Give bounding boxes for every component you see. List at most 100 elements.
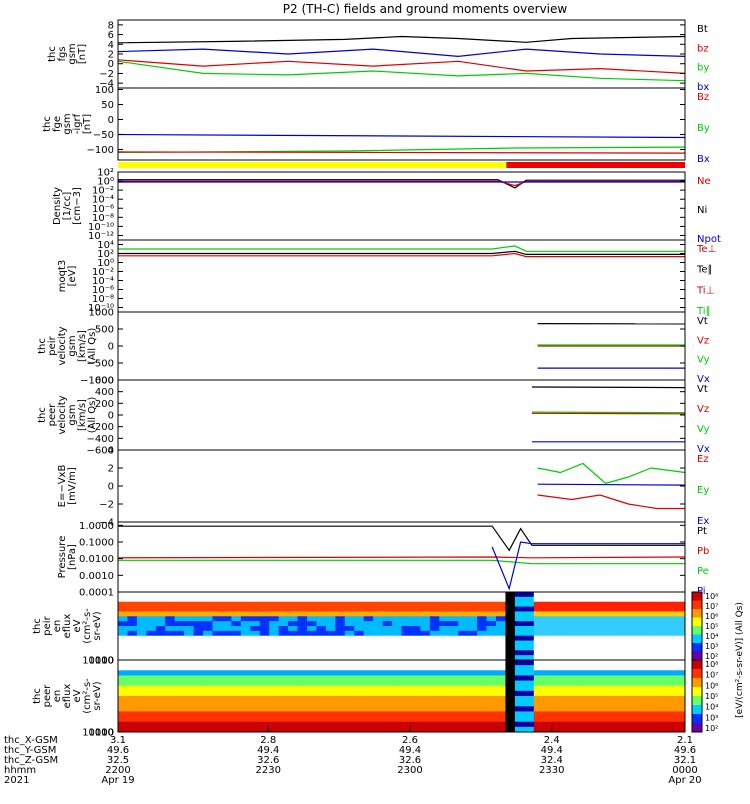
colorbar-tick: 10⁷: [705, 602, 718, 611]
spectrogram-cell: [241, 597, 251, 602]
spectrogram-cell: [222, 597, 232, 602]
spectrogram-cell: [298, 592, 308, 597]
spectrogram-cell: [326, 722, 336, 728]
spectrogram-cell: [534, 681, 544, 687]
spectrogram-cell: [657, 706, 667, 712]
spectrogram-cell: [118, 665, 128, 671]
spectrogram-cell: [581, 592, 591, 597]
spectrogram-cell: [638, 691, 648, 697]
spectrogram-cell: [213, 665, 223, 671]
spectrogram-cell: [165, 691, 175, 697]
spectrogram-cell: [175, 592, 185, 597]
spectrogram-cell: [279, 616, 289, 621]
spectrogram-cell: [543, 660, 553, 666]
spectrogram-cell: [524, 621, 534, 626]
legend-entry-Vz: Vz: [697, 404, 709, 415]
spectrogram-cell: [241, 706, 251, 712]
spectrogram-cell: [279, 607, 289, 612]
legend-entry-Vt: Vt: [697, 384, 708, 395]
spectrogram-cell: [373, 670, 383, 676]
spectrogram-cell: [647, 621, 657, 626]
spectrogram-cell: [402, 701, 412, 707]
spectrogram-cell: [307, 681, 317, 687]
spectrogram-cell: [213, 660, 223, 666]
spectrogram-cell: [609, 686, 619, 692]
spectrogram-cell: [184, 711, 194, 717]
spectrogram-cell: [420, 607, 430, 612]
spectrogram-cell: [657, 592, 667, 597]
spectrogram-cell: [657, 675, 667, 681]
spectrogram-cell: [534, 621, 544, 626]
spectrogram-cell: [515, 681, 525, 687]
spectrogram-cell: [156, 670, 166, 676]
spectrogram-cell: [194, 607, 204, 612]
spectrogram-cell: [250, 706, 260, 712]
spectrogram-cell: [316, 722, 326, 728]
spectrogram-cell: [676, 681, 686, 687]
spectrogram-cell: [515, 597, 525, 602]
legend-entry-Pb: Pb: [697, 546, 709, 557]
spectrogram-cell: [231, 621, 241, 626]
spectrogram-cell: [316, 717, 326, 723]
spectrogram-cell: [118, 706, 128, 712]
spectrogram-cell: [439, 621, 449, 626]
spectrogram-cell: [572, 607, 582, 612]
spectrogram-cell: [411, 607, 421, 612]
spectrogram-cell: [477, 602, 487, 607]
spectrogram-cell: [496, 706, 506, 712]
spectrogram-cell: [449, 631, 459, 636]
spectrogram-cell: [260, 650, 270, 655]
spectrogram-cell: [203, 691, 213, 697]
spectrogram-cell: [430, 641, 440, 646]
spectrogram-cell: [269, 621, 279, 626]
spectrogram-cell: [156, 602, 166, 607]
spectrogram-cell: [609, 665, 619, 671]
spectrogram-cell: [392, 650, 402, 655]
spectrogram-cell: [156, 665, 166, 671]
spectrogram-cell: [420, 711, 430, 717]
spectrogram-cell: [222, 717, 232, 723]
spectrogram-cell: [316, 711, 326, 717]
spectrogram-cell: [591, 621, 601, 626]
legend-entry-Pe: Pe: [697, 566, 709, 577]
spectrogram-cell: [553, 611, 563, 616]
spectrogram-cell: [250, 701, 260, 707]
spectrogram-cell: [676, 722, 686, 728]
spectrogram-cell: [647, 645, 657, 650]
spectrogram-cell: [127, 660, 137, 666]
spectrogram-cell: [562, 691, 572, 697]
spectrogram-cell: [449, 621, 459, 626]
spectrogram-cell: [137, 670, 147, 676]
spectrogram-cell: [487, 660, 497, 666]
spectrogram-cell: [600, 611, 610, 616]
spectrogram-cell: [222, 701, 232, 707]
spectrogram-cell: [600, 722, 610, 728]
spectrogram-cell: [165, 616, 175, 621]
spectrogram-cell: [137, 696, 147, 702]
spectrogram-cell: [553, 641, 563, 646]
spectrogram-cell: [279, 686, 289, 692]
spectrogram-cell: [241, 686, 251, 692]
spectrogram-cell: [439, 645, 449, 650]
spectrogram-cell: [335, 636, 345, 641]
spectrogram-cell: [496, 650, 506, 655]
spectrogram-cell: [562, 701, 572, 707]
spectrogram-cell: [156, 626, 166, 631]
spectrogram-cell: [345, 717, 355, 723]
spectrogram-cell: [496, 722, 506, 728]
spectrogram-cell: [553, 592, 563, 597]
spectrogram-cell: [439, 626, 449, 631]
spectrogram-cell: [458, 645, 468, 650]
spectrogram-cell: [534, 686, 544, 692]
spectrogram-cell: [260, 616, 270, 621]
spectrogram-cell: [628, 592, 638, 597]
spectrogram-cell: [335, 641, 345, 646]
spectrogram-cell: [666, 722, 676, 728]
spectrogram-cell: [553, 706, 563, 712]
spectrogram-cell: [279, 636, 289, 641]
spectrogram-cell: [487, 722, 497, 728]
y-axis-label: [nT]: [77, 44, 88, 64]
spectrogram-cell: [657, 626, 667, 631]
spectrogram-cell: [137, 607, 147, 612]
spectrogram-cell: [666, 616, 676, 621]
